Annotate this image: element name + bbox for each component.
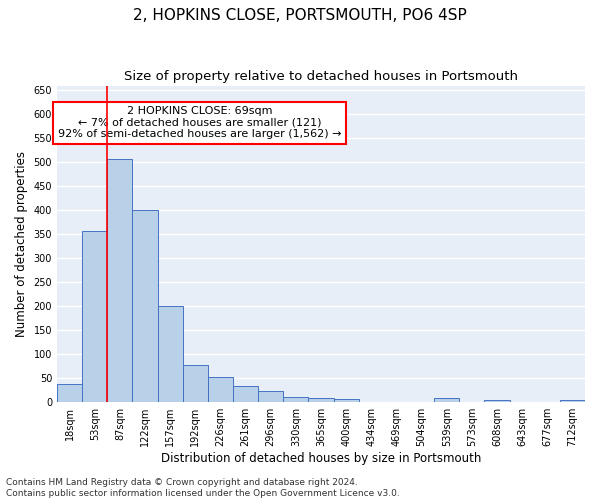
Title: Size of property relative to detached houses in Portsmouth: Size of property relative to detached ho…: [124, 70, 518, 83]
Text: 2 HOPKINS CLOSE: 69sqm
← 7% of detached houses are smaller (121)
92% of semi-det: 2 HOPKINS CLOSE: 69sqm ← 7% of detached …: [58, 106, 341, 140]
Text: Contains HM Land Registry data © Crown copyright and database right 2024.
Contai: Contains HM Land Registry data © Crown c…: [6, 478, 400, 498]
Bar: [183, 365, 208, 402]
X-axis label: Distribution of detached houses by size in Portsmouth: Distribution of detached houses by size …: [161, 452, 481, 465]
Bar: [133, 210, 158, 402]
Bar: [208, 377, 233, 402]
Text: 2, HOPKINS CLOSE, PORTSMOUTH, PO6 4SP: 2, HOPKINS CLOSE, PORTSMOUTH, PO6 4SP: [133, 8, 467, 22]
Bar: [107, 159, 133, 402]
Bar: [434, 398, 459, 402]
Bar: [308, 398, 334, 402]
Y-axis label: Number of detached properties: Number of detached properties: [15, 151, 28, 337]
Bar: [283, 398, 308, 402]
Bar: [334, 400, 359, 402]
Bar: [560, 400, 585, 402]
Bar: [258, 391, 283, 402]
Bar: [57, 384, 82, 402]
Bar: [158, 306, 183, 402]
Bar: [233, 386, 258, 402]
Bar: [82, 231, 107, 402]
Bar: [484, 400, 509, 402]
